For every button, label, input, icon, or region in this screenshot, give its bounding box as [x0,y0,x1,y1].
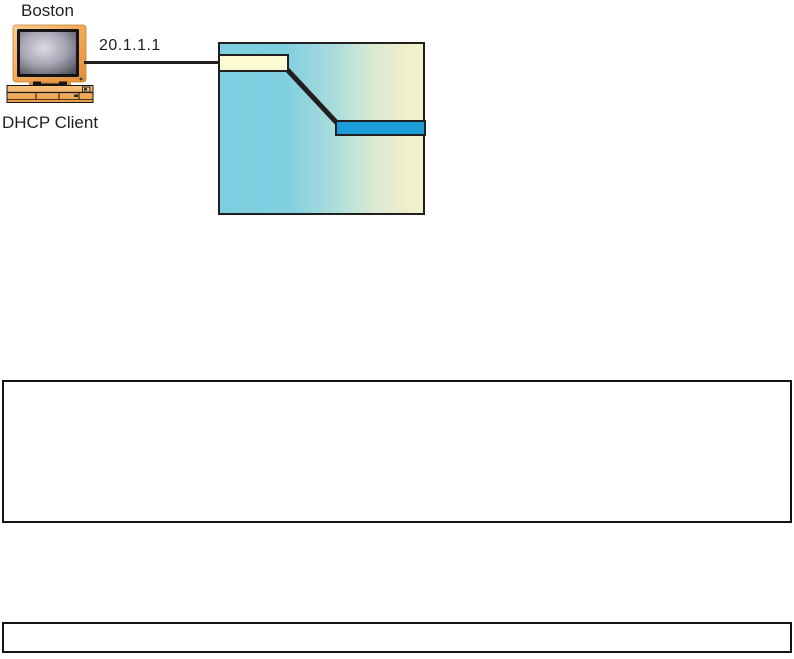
device-role-label: DHCP Client [2,113,99,132]
ip-address-label: 20.1.1.1 [99,37,161,54]
network-segment-bar [335,120,426,136]
link-line [84,61,220,64]
device-name-label: Boston [21,1,74,20]
footer-box [2,622,792,653]
interface-box [218,54,289,72]
desktop-computer-icon [6,24,94,103]
output-box [2,380,792,523]
